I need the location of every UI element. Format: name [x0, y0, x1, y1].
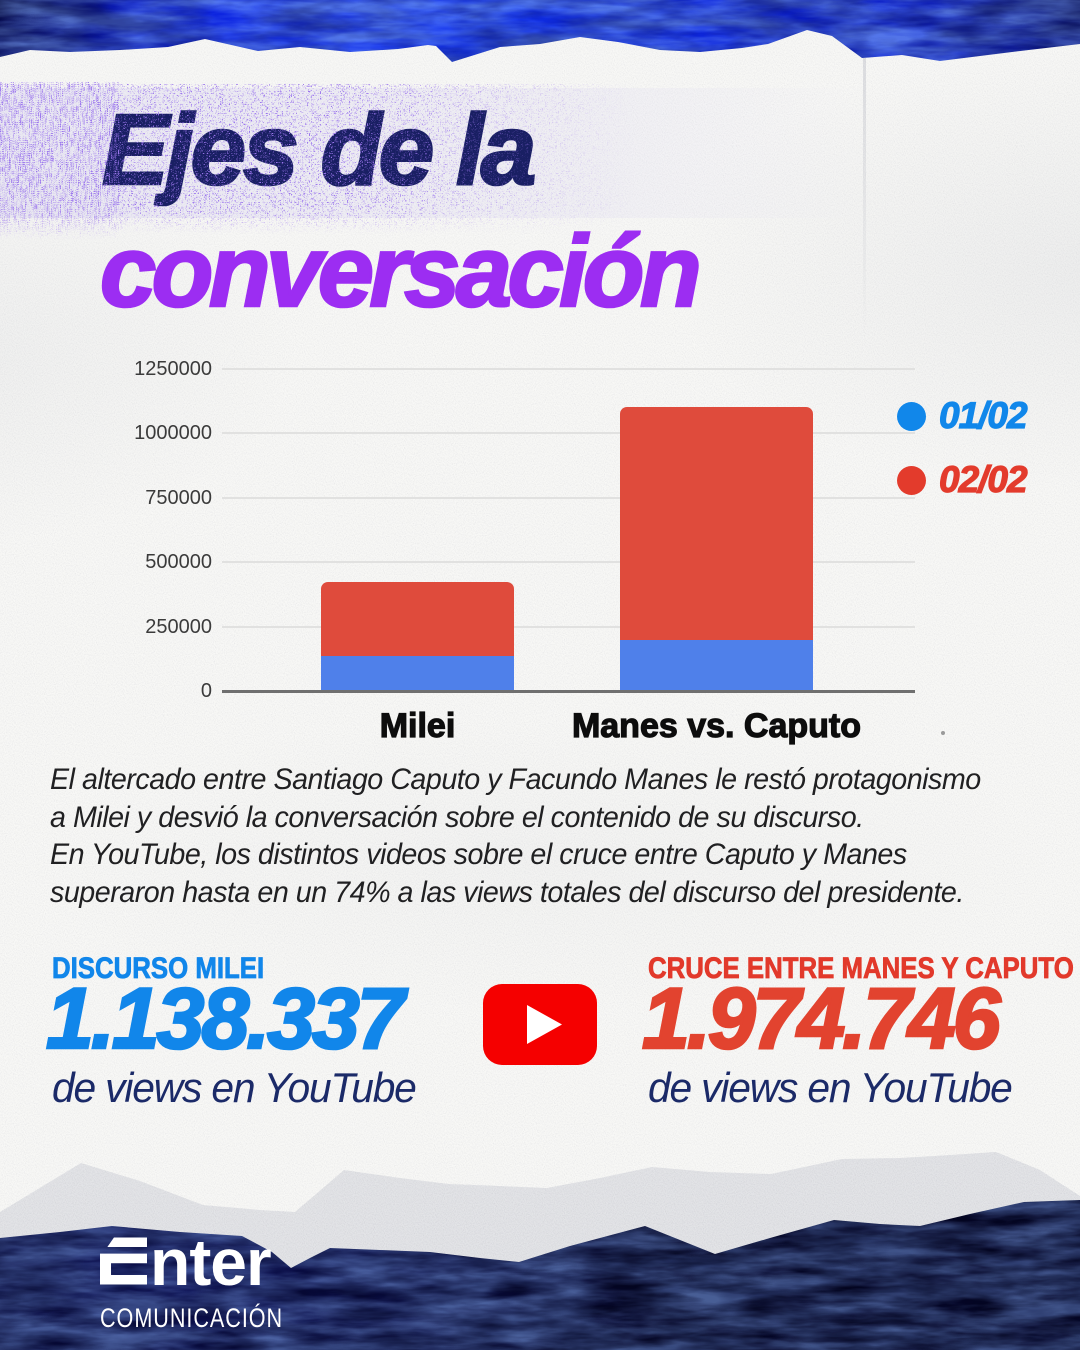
paragraph-line: En YouTube, los distintos videos sobre e…	[50, 838, 907, 872]
chart-gridline	[222, 368, 915, 370]
summary-paragraph: El altercado entre Santiago Caputo y Fac…	[50, 761, 1015, 911]
chart-legend: 01/02 02/02	[897, 394, 1028, 523]
y-axis-tick-label: 500000	[145, 551, 212, 574]
bar-segment-01-02	[620, 640, 813, 691]
stat-left-value: 1.138.337	[45, 971, 406, 1067]
paragraph-line: El altercado entre Santiago Caputo y Fac…	[50, 763, 981, 796]
paragraph-line: a Milei y desvió la conversación sobre e…	[50, 800, 864, 834]
y-axis-tick-label: 0	[200, 680, 212, 702]
bar-segment-01-02	[321, 656, 514, 691]
brand-logo: nter COMUNICACIÓN	[100, 1229, 329, 1334]
stat-right-value: 1.974.746	[641, 971, 1002, 1067]
stat-left-caption: de views en YouTube	[52, 1064, 417, 1111]
bar-segment-02-02	[620, 406, 813, 641]
brand-wordmark: nter	[100, 1229, 329, 1295]
bar-segment-02-02	[321, 581, 514, 657]
legend-dot-blue-icon	[897, 401, 926, 431]
y-axis-tick-label: 750000	[145, 486, 212, 509]
legend-label-02-02: 02/02	[938, 458, 1028, 500]
y-axis-tick-label: 1250000	[134, 358, 212, 380]
legend-dot-red-icon	[897, 465, 926, 495]
y-axis-tick-label: 250000	[145, 615, 212, 638]
legend-item-01-02: 01/02	[897, 394, 1028, 437]
x-axis-line	[222, 689, 915, 693]
legend-label-01-02: 01/02	[938, 394, 1028, 436]
legend-item-02-02: 02/02	[897, 458, 1028, 501]
stat-right-caption: de views en YouTube	[648, 1064, 1013, 1111]
paragraph-line: superaron hasta en un 74% a las views to…	[50, 875, 964, 909]
x-axis-category-label: Manes vs. Caputo	[571, 706, 862, 745]
y-axis-tick-label: 1000000	[134, 422, 212, 445]
brand-word-rest: nter	[150, 1225, 272, 1299]
brand-subtitle: COMUNICACIÓN	[100, 1303, 284, 1333]
paper-speck	[941, 731, 945, 735]
brand-e-icon	[100, 1237, 147, 1285]
youtube-play-icon	[483, 984, 597, 1065]
